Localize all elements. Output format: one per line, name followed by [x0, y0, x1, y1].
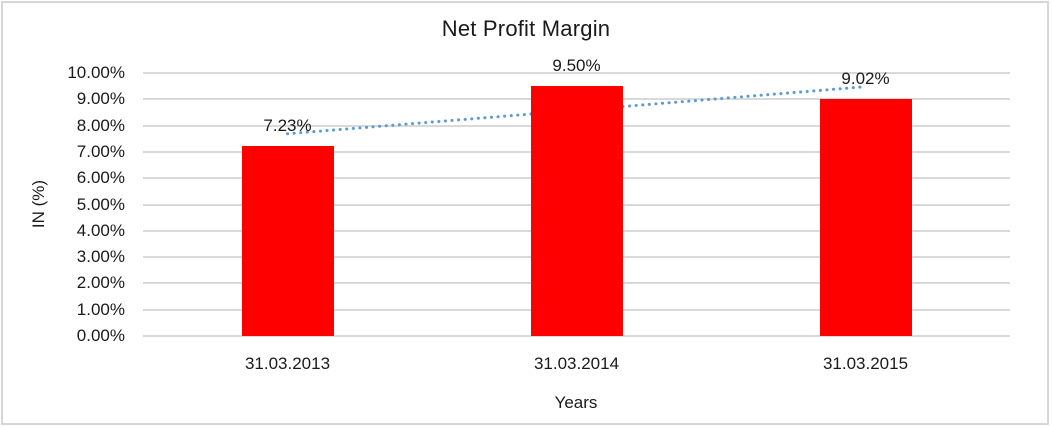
y-axis-tick-label: 9.00% [76, 89, 125, 109]
plot-area: 7.23% 9.50% 9.02% [143, 56, 1010, 337]
bar-31.03.2013 [241, 145, 334, 336]
y-axis-tick-label: 6.00% [76, 168, 125, 188]
y-axis-tick-label: 5.00% [76, 194, 125, 214]
x-axis-title: Years [554, 393, 598, 412]
gridline [143, 72, 1010, 74]
bar-31.03.2014 [530, 86, 623, 336]
bar-value-label: 9.02% [841, 68, 890, 88]
x-category-label: 31.03.2013 [244, 354, 331, 373]
y-axis-tick-label: 1.00% [76, 299, 125, 319]
bar-31.03.2015 [819, 98, 912, 336]
gridline [143, 335, 1010, 337]
y-axis-tick-label: 10.00% [67, 63, 125, 82]
bar-value-label: 7.23% [263, 115, 312, 135]
x-category-label: 31.03.2015 [822, 354, 909, 373]
y-axis-tick-label: 3.00% [76, 247, 125, 267]
chart-title: Net Profit Margin [441, 16, 611, 41]
y-axis-tick-label: 7.00% [76, 141, 125, 161]
y-axis-tick-label: 0.00% [76, 326, 125, 345]
x-category-label: 31.03.2014 [533, 354, 620, 373]
bar-value-label: 9.50% [552, 56, 601, 76]
y-axis-tick-label: 2.00% [76, 273, 125, 293]
y-axis-tick-label: 4.00% [76, 220, 125, 240]
y-axis-tick-label: 8.00% [76, 115, 125, 135]
